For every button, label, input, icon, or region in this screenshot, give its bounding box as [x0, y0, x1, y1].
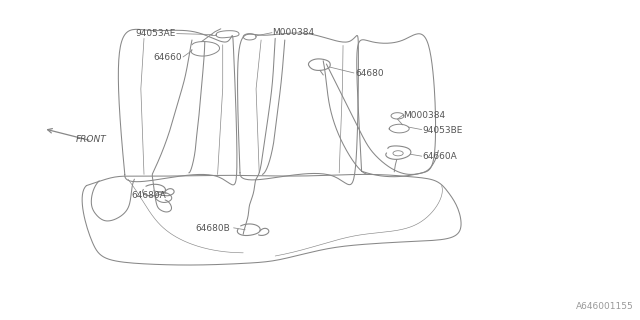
Text: M000384: M000384	[272, 28, 314, 36]
Text: 64660A: 64660A	[422, 152, 457, 161]
Text: 64680A: 64680A	[131, 191, 166, 200]
Text: 64680: 64680	[355, 69, 384, 78]
Text: 94053BE: 94053BE	[422, 126, 463, 135]
Text: 64680B: 64680B	[195, 224, 230, 233]
Text: A646001155: A646001155	[576, 302, 634, 311]
Text: FRONT: FRONT	[76, 135, 106, 144]
Text: M000384: M000384	[403, 111, 445, 120]
Text: 94053AE: 94053AE	[136, 29, 176, 38]
Text: 64660: 64660	[154, 53, 182, 62]
